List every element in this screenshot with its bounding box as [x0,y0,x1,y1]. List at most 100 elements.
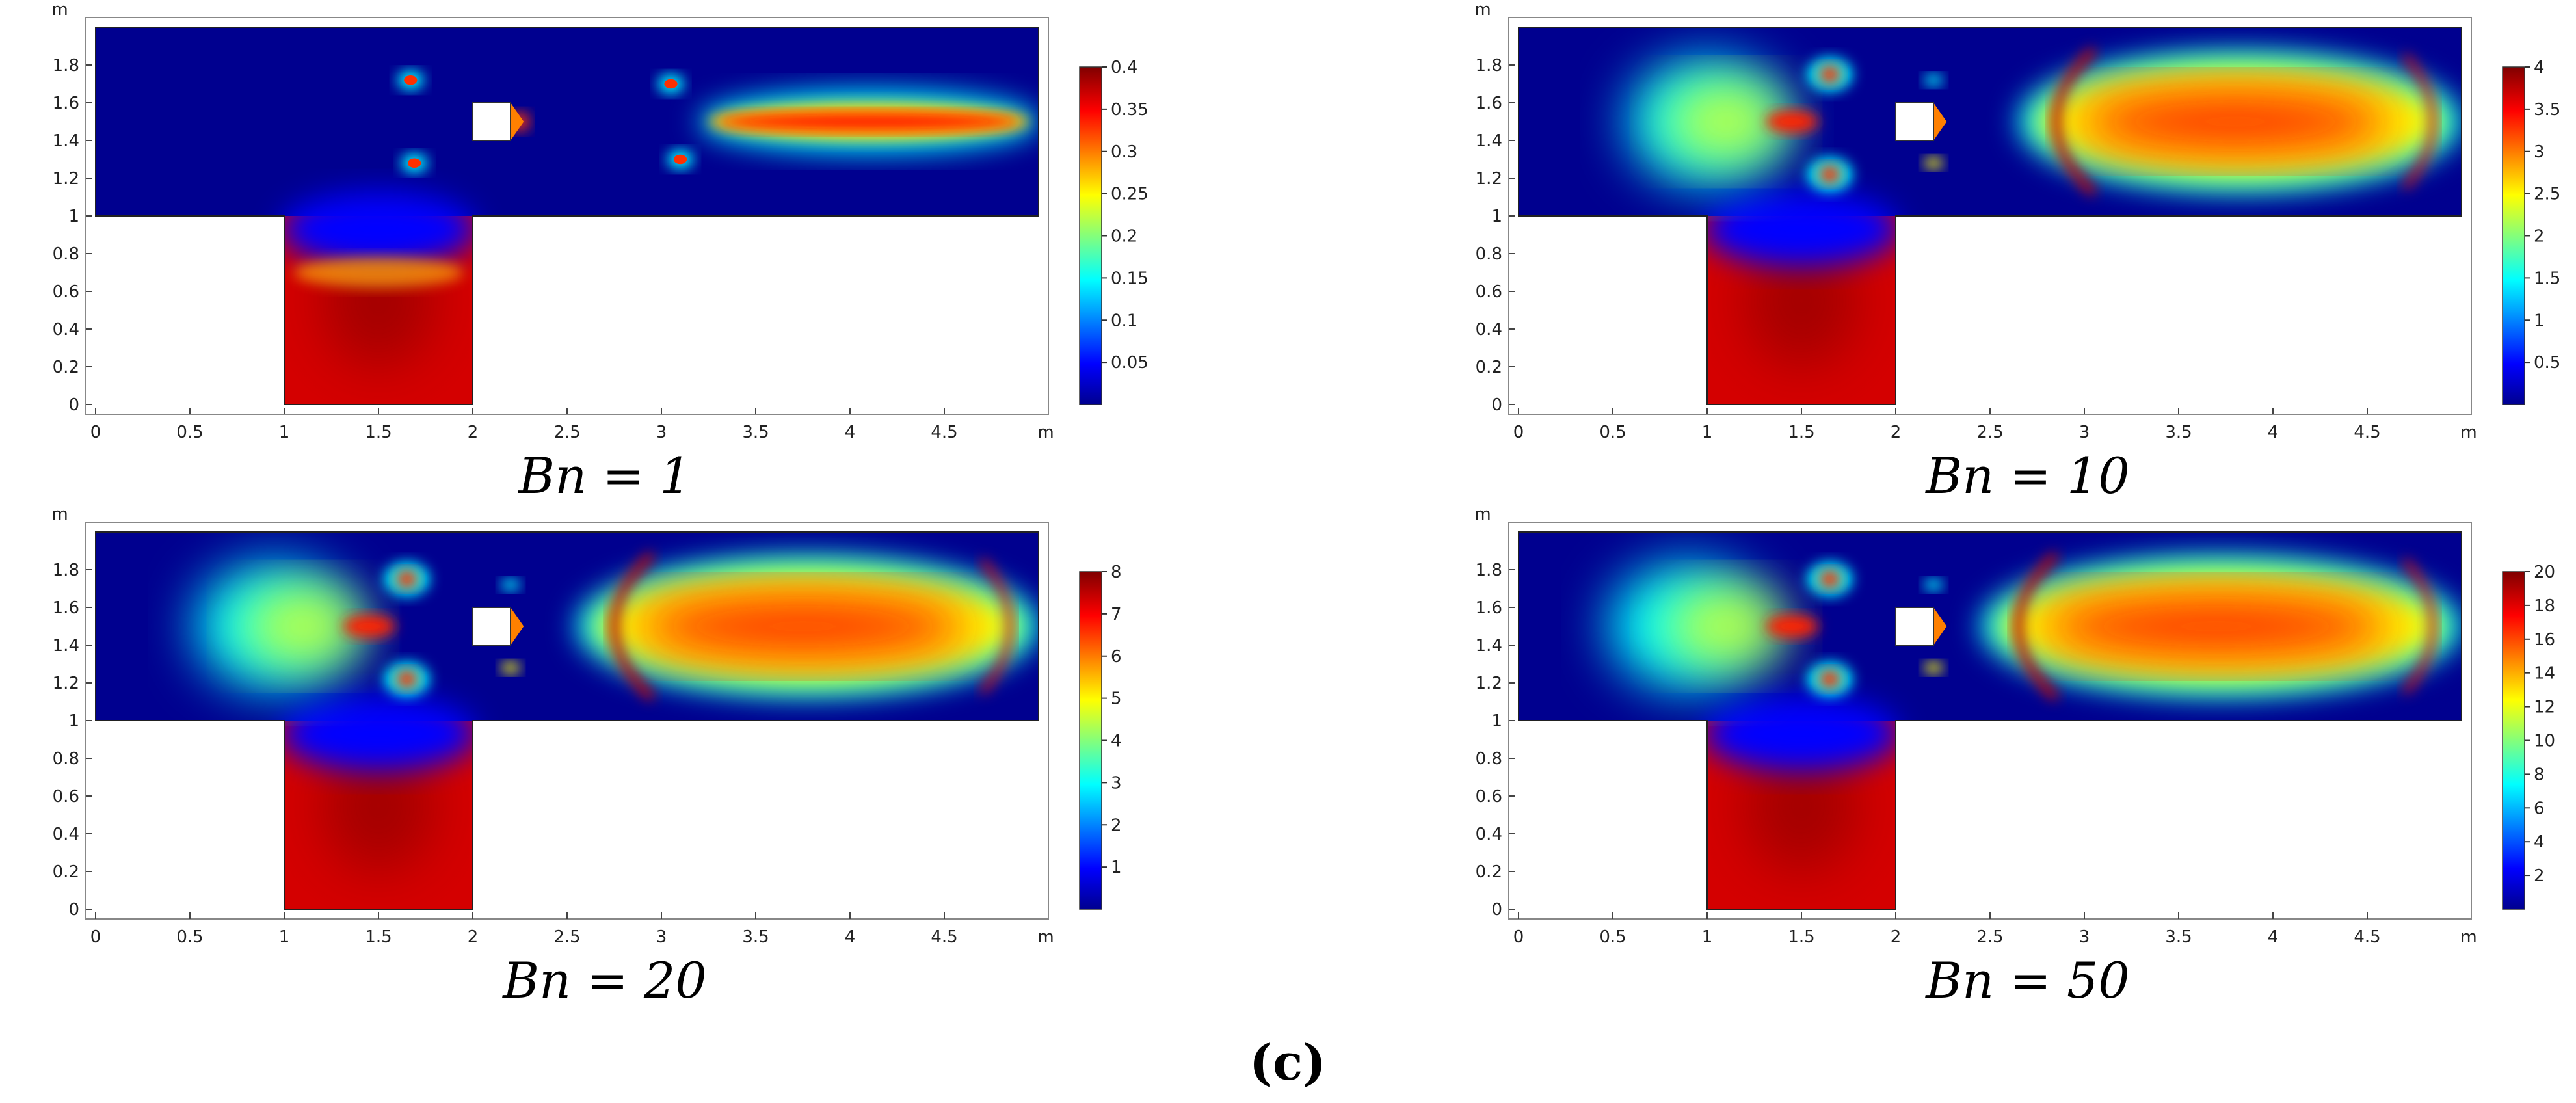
x-tick-label: 1.5 [1788,927,1814,947]
x-tick-label: 0.5 [1599,423,1626,442]
y-tick-label: 1.2 [1476,674,1502,693]
y-tick-label: 0 [68,900,79,920]
colorbar-tick-label: 4 [2534,58,2545,77]
x-tick-label: 2 [1891,927,1902,947]
x-tick-label: 2 [1891,423,1902,442]
x-tick-label: 0 [1513,423,1524,442]
branch-top-core [1818,65,1841,84]
y-tick-label: 1.6 [53,94,79,113]
colorbar-tick-label: 12 [2534,698,2555,717]
x-tick-label: 4 [2268,927,2279,947]
chart-panel: 0 0.5 1 1.5 2 2.5 3 3.5 4 4.5 m 0 0.2 0.4 0.6 0.8 1 1.2 1.… [51,505,1121,1009]
x-tick-label: 2 [468,927,479,947]
x-tick-label: 0.5 [176,423,203,442]
y-tick-label: 1 [1491,711,1502,731]
inlet-band [294,258,464,287]
y-tick-label: 0 [1491,900,1502,920]
colorbar-tick-label: 1 [2534,311,2545,330]
obstacle [1896,103,1933,140]
colorbar-tick-label: 3 [1111,773,1122,793]
y-tick-label: 1.4 [53,131,79,151]
x-unit-label: m [1037,927,1054,947]
cylinder-spot [1924,157,1943,168]
colorbar-tick-label: 20 [2534,563,2555,582]
y-tick-label: 0 [1491,395,1502,415]
figure-label: (c) [1249,1033,1326,1091]
y-unit-label: m [1474,505,1491,524]
y-tick-label: 1.4 [1476,636,1502,656]
x-tick-label: 0.5 [1599,927,1626,947]
y-tick-label: 0.6 [1476,787,1502,806]
y-tick-label: 1 [1491,207,1502,226]
y-tick-label: 0.4 [1476,320,1502,339]
x-tick-label: 1.5 [1788,423,1814,442]
branch-bottom-core [1818,165,1841,184]
y-tick-label: 0.4 [53,320,79,339]
x-tick-label: 3 [2079,927,2090,947]
y-tick-label: 0 [68,395,79,415]
colorbar-tick-label: 1.5 [2534,269,2560,288]
colorbar-tick-label: 3 [2534,142,2545,162]
cylinder-spot [1924,75,1943,86]
colorbar-tick-label: 0.25 [1111,185,1149,204]
y-tick-label: 1.4 [1476,131,1502,151]
colorbar-tick-label: 0.15 [1111,269,1149,288]
x-tick-label: 0 [90,927,101,947]
colorbar-tick-label: 8 [1111,563,1122,582]
upstream-hot [1766,615,1818,638]
cylinder-spot [501,662,520,673]
colorbar [1080,572,1102,909]
colorbar-tick-label: 6 [2534,799,2545,818]
y-tick-label: 0.4 [53,825,79,844]
y-tick-label: 1.2 [53,674,79,693]
colorbar-tick-label: 8 [2534,765,2545,784]
y-tick-label: 0.4 [1476,825,1502,844]
colorbar-tick-label: 0.1 [1111,311,1137,330]
y-tick-label: 1 [68,207,79,226]
x-tick-label: 3 [656,927,667,947]
obstacle [473,607,511,645]
x-tick-label: 3.5 [2165,927,2192,947]
colorbar-tick-label: 0.35 [1111,100,1149,120]
x-tick-label: 3 [2079,423,2090,442]
y-tick-label: 1.8 [53,56,79,75]
chart-panel: 0 0.5 1 1.5 2 2.5 3 3.5 4 4.5 m 0 0.2 0.4 0.6 0.8 1 1.2 1.… [1474,0,2560,505]
x-tick-label: 4.5 [931,927,957,947]
y-tick-label: 0.2 [53,862,79,882]
colorbar-tick-label: 4 [1111,732,1122,751]
hot-spot-core [408,159,421,168]
colorbar-tick-label: 2.5 [2534,185,2560,204]
x-tick-label: 2.5 [553,423,580,442]
colorbar [2503,572,2525,909]
y-tick-label: 1.8 [53,561,79,580]
x-tick-label: 0 [1513,927,1524,947]
y-tick-label: 0.6 [53,787,79,806]
y-tick-label: 1.2 [1476,169,1502,189]
colorbar [2503,67,2525,405]
x-tick-label: 1 [1702,927,1713,947]
wake-core [633,592,973,660]
obstacle [1896,607,1933,645]
panel-caption: Bn = 50 [1924,951,2130,1009]
colorbar-tick-label: 14 [2534,664,2555,684]
wake-core [2075,88,2396,155]
cylinder-spot [501,579,520,591]
panel-caption: Bn = 1 [517,447,691,505]
panel-caption: Bn = 10 [1924,447,2130,505]
y-tick-label: 1.2 [53,169,79,189]
upstream-hot [343,615,395,638]
x-tick-label: 2.5 [553,927,580,947]
chart-panel: 0 0.5 1 1.5 2 2.5 3 3.5 4 4.5 m 0 0.2 0.4 0.6 0.8 1 1.2 1.… [51,0,1149,505]
colorbar-tick-label: 16 [2534,630,2555,650]
colorbar-tick-label: 2 [1111,816,1122,835]
colorbar-tick-label: 18 [2534,596,2555,616]
x-tick-label: 3.5 [2165,423,2192,442]
colorbar-tick-label: 0.4 [1111,58,1137,77]
colorbar [1080,67,1102,405]
colorbar-tick-label: 6 [1111,647,1122,667]
y-tick-label: 0.8 [53,245,79,264]
wake-core [718,113,1020,131]
y-tick-label: 0.2 [53,358,79,377]
branch-bottom-core [1818,670,1841,689]
wake-core [2038,592,2396,660]
